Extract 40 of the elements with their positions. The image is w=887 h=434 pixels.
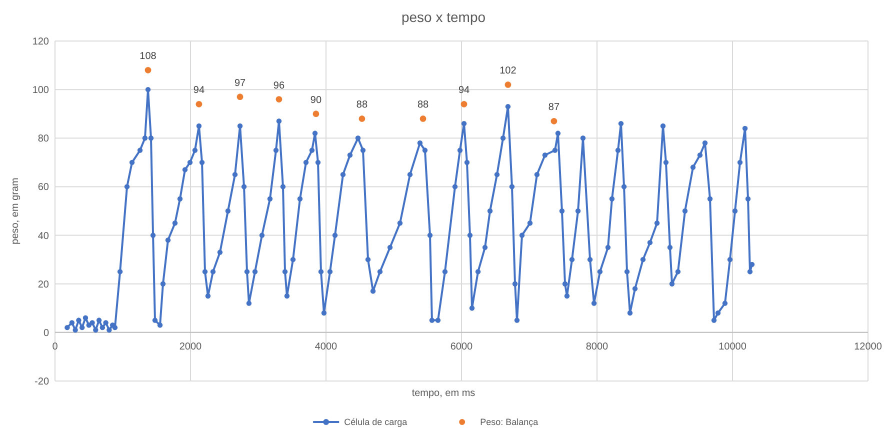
x-tick-label: 0 (52, 341, 58, 352)
y-tick-label: 20 (38, 279, 50, 290)
point (276, 96, 282, 102)
data-label: 90 (310, 94, 322, 106)
y-tick-label: 120 (32, 36, 50, 48)
data-label: 96 (273, 80, 285, 92)
point (144, 66, 152, 74)
legend-label: Peso: Balança (480, 417, 538, 427)
point (550, 118, 558, 124)
y-tick-label: 100 (32, 85, 50, 96)
data-label: 87 (548, 102, 560, 114)
y-tick-label: -20 (34, 376, 50, 388)
y-tick-label: 80 (38, 134, 50, 145)
data-label: 88 (417, 100, 430, 111)
data-label: 102 (500, 66, 517, 77)
x-tick-label: 2000 (179, 341, 202, 352)
data-label: 108 (140, 51, 157, 62)
point (358, 116, 366, 122)
x-tick-label: 10000 (718, 341, 747, 352)
x-axis-title: tempo, em ms (412, 388, 476, 399)
data-label: 97 (234, 78, 246, 89)
y-tick-label: 60 (38, 182, 50, 194)
point (504, 82, 512, 88)
x-tick-label: 4000 (314, 341, 338, 352)
x-tick-label: 6000 (450, 341, 474, 352)
y-tick-label: 0 (43, 328, 50, 339)
data-label: 88 (356, 100, 368, 111)
y-axis-title: peso, em gram (10, 178, 21, 244)
point (460, 100, 468, 108)
point (420, 116, 426, 122)
chart-title: peso x tempo (401, 9, 486, 25)
x-tick-label: 8000 (586, 341, 609, 352)
y-tick-label: 40 (38, 230, 50, 242)
point (236, 94, 244, 100)
data-label: 94 (193, 85, 205, 96)
point (312, 110, 320, 118)
point (196, 100, 202, 108)
data-label: 94 (458, 85, 470, 96)
legend-label: Célula de carga (344, 417, 408, 427)
x-tick-label: 12000 (854, 341, 882, 352)
